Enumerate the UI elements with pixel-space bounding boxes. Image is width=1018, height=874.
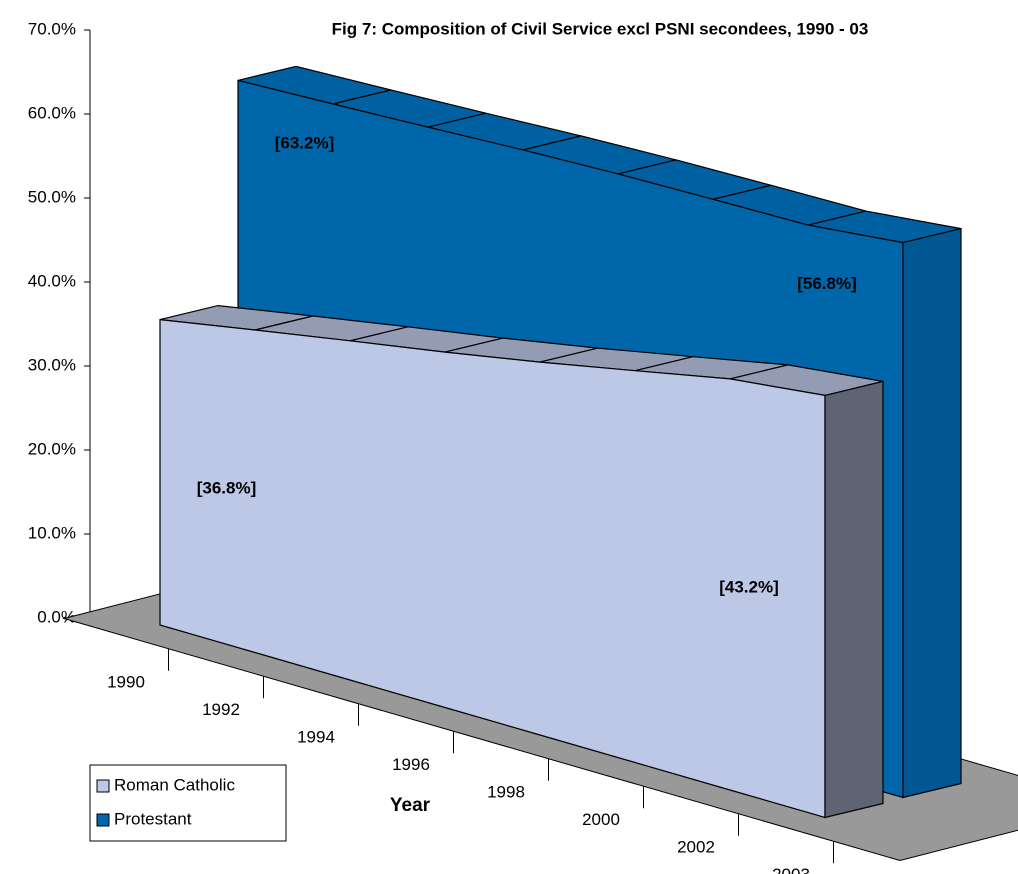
chart-title: Fig 7: Composition of Civil Service excl… (332, 19, 869, 38)
x-tick-label: 1998 (487, 782, 525, 801)
y-tick-label: 20.0% (28, 439, 76, 458)
x-tick-label: 1994 (297, 727, 335, 746)
y-tick-label: 30.0% (28, 355, 76, 374)
x-tick-label: 2002 (677, 837, 715, 856)
x-tick-label: 1990 (107, 672, 145, 691)
y-tick-label: 40.0% (28, 271, 76, 290)
x-tick-label: 1996 (392, 755, 430, 774)
x-tick-label: 2003 (772, 865, 810, 874)
data-label: [63.2%] (275, 133, 335, 152)
y-tick-label: 60.0% (28, 103, 76, 122)
ribbon-end (824, 380, 884, 819)
ribbon-end (902, 227, 962, 799)
data-label: [56.8%] (797, 274, 857, 293)
legend-swatch (96, 779, 110, 793)
y-tick-label: 10.0% (28, 523, 76, 542)
x-tick-label: 1992 (202, 700, 240, 719)
y-tick-label: 70.0% (28, 19, 76, 38)
y-tick-label: 0.0% (37, 607, 76, 626)
series-0: [36.8%] [43.2%] (159, 304, 884, 819)
legend-label: Protestant (114, 809, 192, 828)
x-tick-label: 2000 (582, 810, 620, 829)
y-tick-label: 50.0% (28, 187, 76, 206)
legend-swatch (96, 813, 110, 827)
legend-box (89, 764, 287, 842)
legend: Roman Catholic Protestant (89, 764, 287, 842)
data-label: [43.2%] (719, 578, 779, 597)
x-axis-label: Year (390, 795, 431, 816)
data-label: [36.8%] (197, 478, 257, 497)
legend-label: Roman Catholic (114, 775, 235, 794)
